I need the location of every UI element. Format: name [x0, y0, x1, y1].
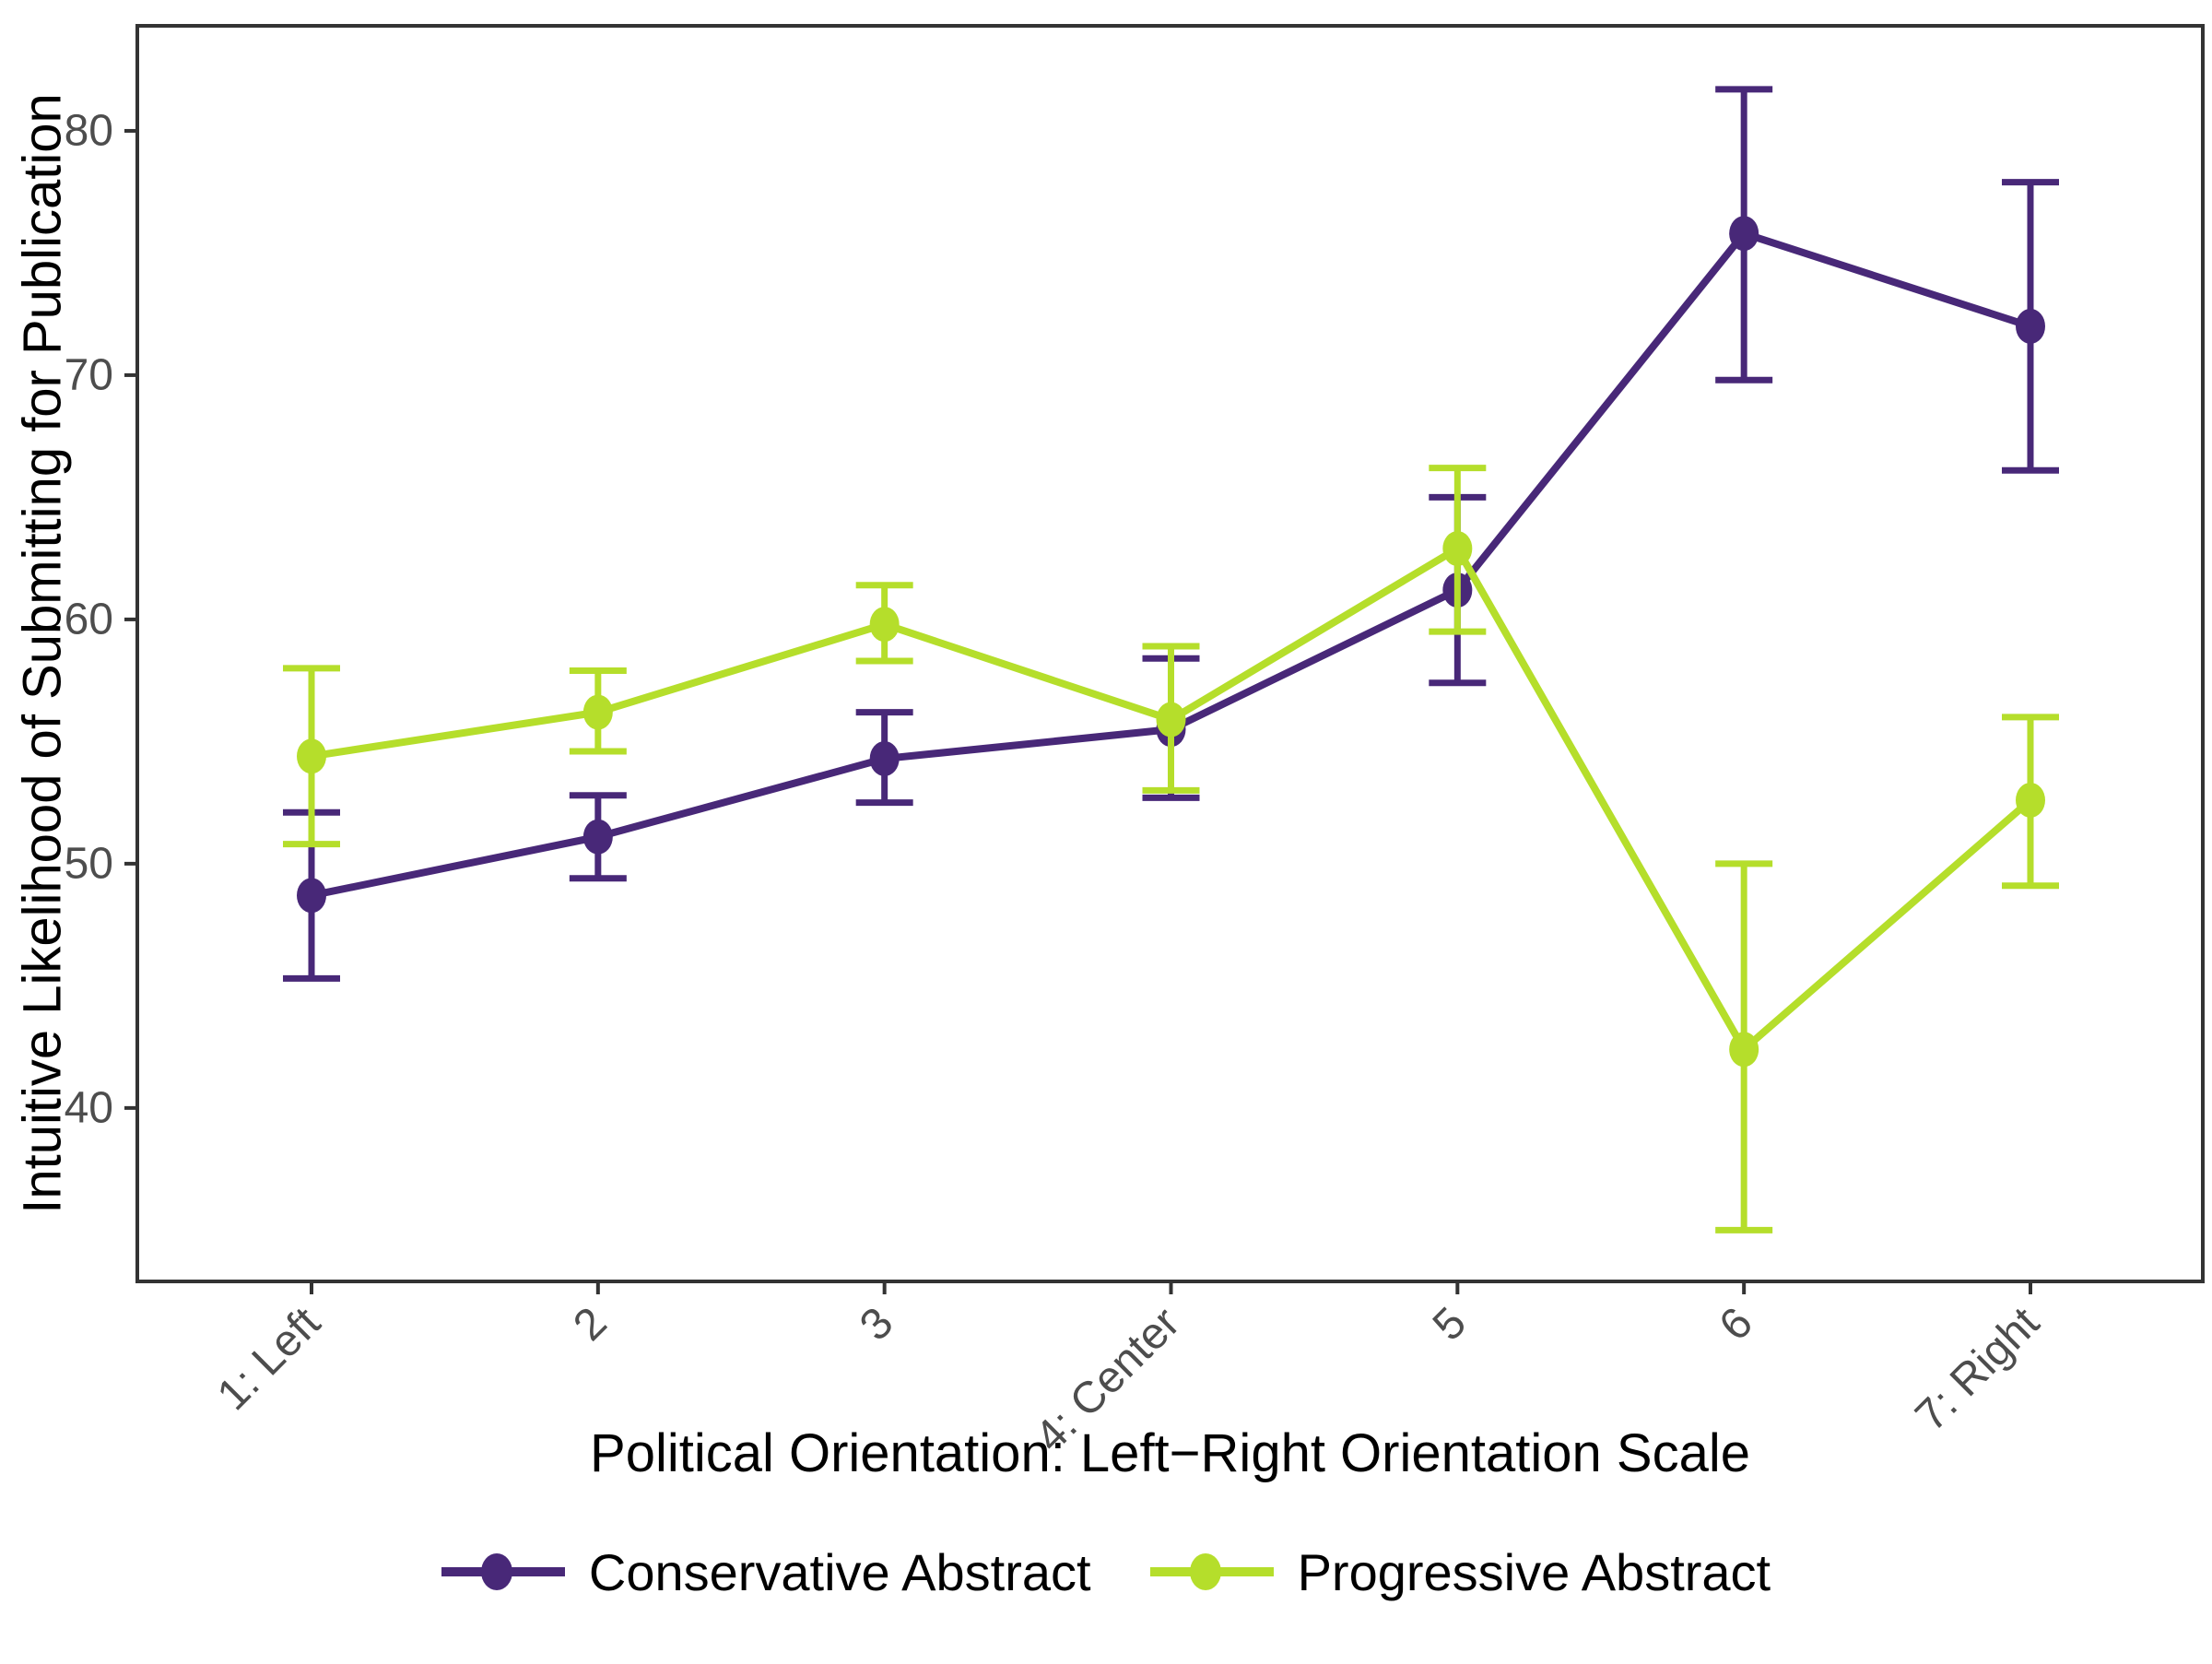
data-point [2016, 782, 2045, 818]
y-axis-title: Intuitive Likelihood of Submitting for P… [12, 93, 73, 1214]
legend-item-progressive: Progressive Abstract [1149, 1538, 1771, 1606]
data-point [2016, 308, 2045, 344]
y-tick-label: 50 [65, 839, 113, 888]
y-tick-label: 80 [65, 106, 113, 155]
x-tick-label: 7: Right [1906, 1298, 2048, 1440]
legend-key-dot [1189, 1553, 1221, 1590]
data-point [1442, 531, 1473, 567]
data-point [869, 607, 900, 643]
legend-key-line-dot-icon [1149, 1553, 1274, 1590]
legend: Conservative Abstract Progressive Abstra… [0, 1538, 2212, 1606]
x-tick-label: 3 [851, 1298, 902, 1350]
data-point [582, 694, 613, 730]
x-tick-label: 1: Left [208, 1298, 330, 1420]
data-point [1729, 216, 1759, 252]
data-point [297, 878, 326, 914]
series-progressive-abstract [283, 465, 2059, 1233]
data-point [297, 738, 326, 774]
y-tick-label: 70 [65, 350, 113, 399]
x-tick-label: 6 [1711, 1298, 1762, 1350]
x-tick-label: 2 [564, 1298, 616, 1350]
data-point [869, 740, 900, 776]
x-tick-label: 5 [1424, 1298, 1476, 1350]
legend-item-conservative: Conservative Abstract [441, 1538, 1091, 1606]
y-tick-label: 60 [65, 595, 113, 643]
series-conservative-abstract [283, 86, 2059, 982]
x-axis-title: Political Orientation: Left−Right Orient… [590, 1423, 1750, 1483]
data-point [1729, 1032, 1759, 1068]
legend-key-dot [480, 1553, 512, 1590]
legend-label-progressive: Progressive Abstract [1297, 1542, 1771, 1601]
data-point [582, 819, 613, 855]
y-tick-label: 40 [65, 1083, 113, 1132]
legend-label-conservative: Conservative Abstract [588, 1542, 1091, 1601]
legend-key-line-dot-icon [441, 1553, 565, 1590]
data-point [1156, 702, 1186, 738]
